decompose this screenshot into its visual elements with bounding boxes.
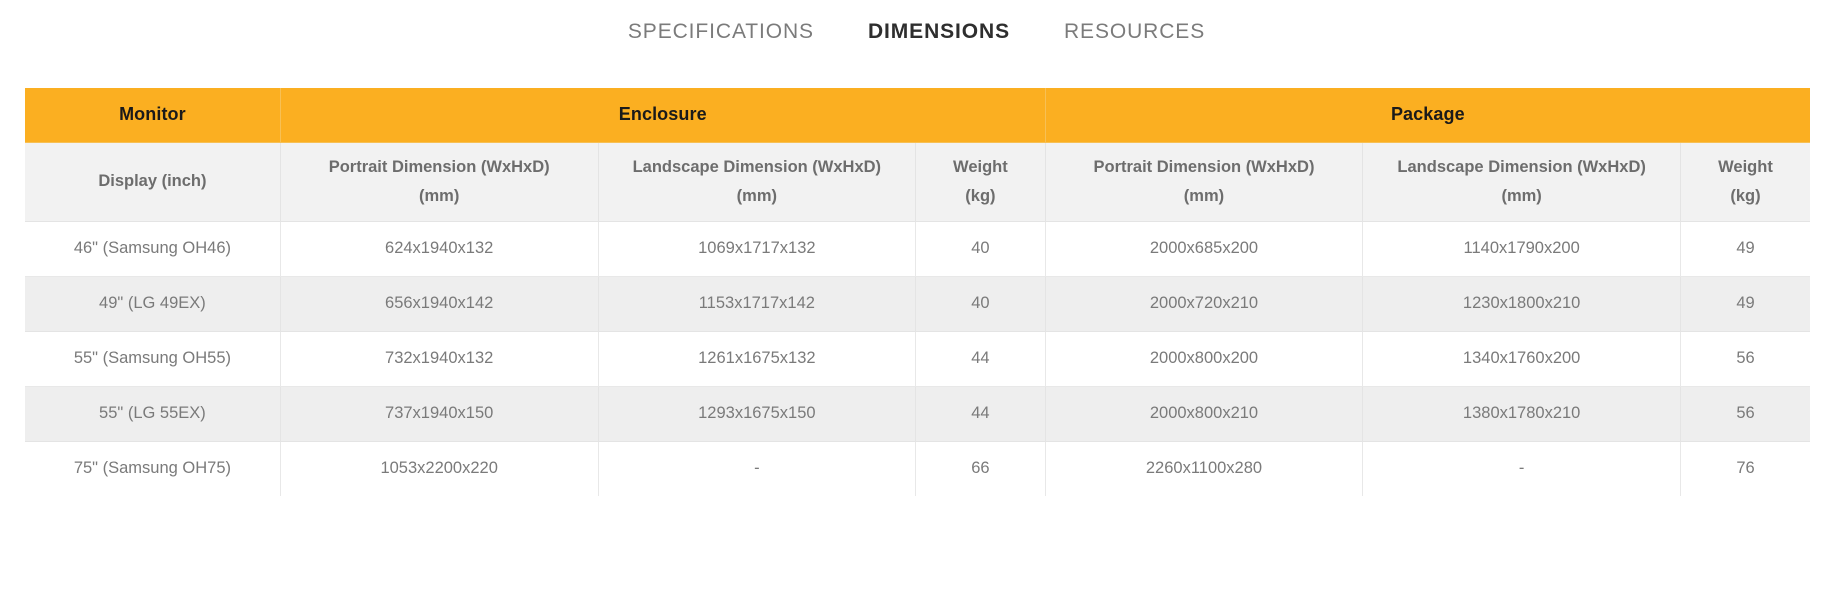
cell-package-portrait: 2000x800x210 xyxy=(1044,385,1364,442)
table-row: 75" (Samsung OH75) 1053x2200x220 - 66 22… xyxy=(25,440,1810,496)
cell-package-landscape: 1380x1780x210 xyxy=(1362,385,1681,442)
cell-enclosure-landscape: 1153x1717x142 xyxy=(597,275,917,332)
col-header-package-landscape: Landscape Dimension (WxHxD) (mm) xyxy=(1362,141,1681,222)
col-header-enclosure-landscape-line1: Landscape Dimension (WxHxD) xyxy=(632,157,882,176)
col-header-display-line1: Display (inch) xyxy=(98,172,207,191)
col-header-enclosure-portrait-line1: Portrait Dimension (WxHxD) xyxy=(328,157,550,176)
col-header-enclosure-portrait-line2: (mm) xyxy=(418,186,460,205)
col-header-enclosure-weight-line1: Weight xyxy=(953,157,1008,176)
col-header-enclosure-weight: Weight (kg) xyxy=(915,141,1046,222)
cell-display: 49" (LG 49EX) xyxy=(25,275,281,332)
group-header-monitor: Monitor xyxy=(25,88,281,143)
cell-package-weight: 49 xyxy=(1679,275,1810,332)
col-header-package-weight: Weight (kg) xyxy=(1679,141,1810,222)
tab-resources[interactable]: RESOURCES xyxy=(1063,20,1206,43)
table-row: 46" (Samsung OH46) 624x1940x132 1069x171… xyxy=(25,220,1810,277)
cell-enclosure-portrait: 624x1940x132 xyxy=(279,220,599,277)
cell-enclosure-weight: 40 xyxy=(915,220,1046,277)
tab-dimensions[interactable]: DIMENSIONS xyxy=(867,20,1010,43)
cell-enclosure-weight: 66 xyxy=(915,440,1046,496)
product-tab-bar: SPECIFICATIONS DIMENSIONS RESOURCES xyxy=(0,0,1833,58)
col-header-package-landscape-line1: Landscape Dimension (WxHxD) xyxy=(1397,157,1646,176)
cell-enclosure-landscape: 1069x1717x132 xyxy=(597,220,917,277)
cell-package-weight: 49 xyxy=(1679,220,1810,277)
cell-enclosure-portrait: 737x1940x150 xyxy=(279,385,599,442)
cell-enclosure-weight: 44 xyxy=(915,385,1046,442)
cell-package-portrait: 2260x1100x280 xyxy=(1044,440,1364,496)
cell-package-weight: 76 xyxy=(1679,440,1810,496)
col-header-enclosure-weight-line2: (kg) xyxy=(965,186,996,205)
table-row: 49" (LG 49EX) 656x1940x142 1153x1717x142… xyxy=(25,275,1810,332)
cell-display: 55" (LG 55EX) xyxy=(25,385,281,442)
cell-enclosure-portrait: 1053x2200x220 xyxy=(279,440,599,496)
cell-enclosure-portrait: 732x1940x132 xyxy=(279,330,599,387)
cell-enclosure-weight: 44 xyxy=(915,330,1046,387)
cell-display: 75" (Samsung OH75) xyxy=(25,440,281,496)
group-header-enclosure: Enclosure xyxy=(279,88,1046,143)
dimensions-table: Monitor Enclosure Package Display (inch)… xyxy=(25,88,1810,496)
col-header-package-landscape-line2: (mm) xyxy=(1501,186,1542,205)
cell-package-landscape: 1140x1790x200 xyxy=(1362,220,1681,277)
table-head: Monitor Enclosure Package Display (inch)… xyxy=(25,88,1810,222)
cell-enclosure-landscape: 1261x1675x132 xyxy=(597,330,917,387)
col-header-package-weight-line1: Weight xyxy=(1718,157,1773,176)
cell-package-landscape: 1340x1760x200 xyxy=(1362,330,1681,387)
cell-package-portrait: 2000x685x200 xyxy=(1044,220,1364,277)
tab-specifications[interactable]: SPECIFICATIONS xyxy=(627,20,814,43)
cell-package-portrait: 2000x800x200 xyxy=(1044,330,1364,387)
cell-package-weight: 56 xyxy=(1679,385,1810,442)
table-row: 55" (Samsung OH55) 732x1940x132 1261x167… xyxy=(25,330,1810,387)
cell-display: 55" (Samsung OH55) xyxy=(25,330,281,387)
cell-enclosure-landscape: - xyxy=(597,440,917,496)
dimensions-table-container: Monitor Enclosure Package Display (inch)… xyxy=(25,88,1810,496)
col-header-package-weight-line2: (kg) xyxy=(1730,186,1761,205)
col-header-enclosure-landscape: Landscape Dimension (WxHxD) (mm) xyxy=(597,141,917,222)
col-header-enclosure-portrait: Portrait Dimension (WxHxD) (mm) xyxy=(279,141,599,222)
cell-package-landscape: 1230x1800x210 xyxy=(1362,275,1681,332)
cell-package-portrait: 2000x720x210 xyxy=(1044,275,1364,332)
col-header-package-portrait-line1: Portrait Dimension (WxHxD) xyxy=(1093,157,1315,176)
table-group-header-row: Monitor Enclosure Package xyxy=(25,88,1810,143)
cell-display: 46" (Samsung OH46) xyxy=(25,220,281,277)
col-header-enclosure-landscape-line2: (mm) xyxy=(736,186,777,205)
col-header-package-portrait: Portrait Dimension (WxHxD) (mm) xyxy=(1044,141,1364,222)
table-row: 55" (LG 55EX) 737x1940x150 1293x1675x150… xyxy=(25,385,1810,442)
cell-enclosure-portrait: 656x1940x142 xyxy=(279,275,599,332)
table-sub-header-row: Display (inch) Portrait Dimension (WxHxD… xyxy=(25,141,1810,222)
col-header-package-portrait-line2: (mm) xyxy=(1183,186,1225,205)
cell-enclosure-landscape: 1293x1675x150 xyxy=(597,385,917,442)
cell-package-landscape: - xyxy=(1362,440,1681,496)
group-header-package: Package xyxy=(1044,88,1810,143)
col-header-display: Display (inch) xyxy=(25,141,281,222)
table-body: 46" (Samsung OH46) 624x1940x132 1069x171… xyxy=(25,220,1810,496)
cell-package-weight: 56 xyxy=(1679,330,1810,387)
cell-enclosure-weight: 40 xyxy=(915,275,1046,332)
